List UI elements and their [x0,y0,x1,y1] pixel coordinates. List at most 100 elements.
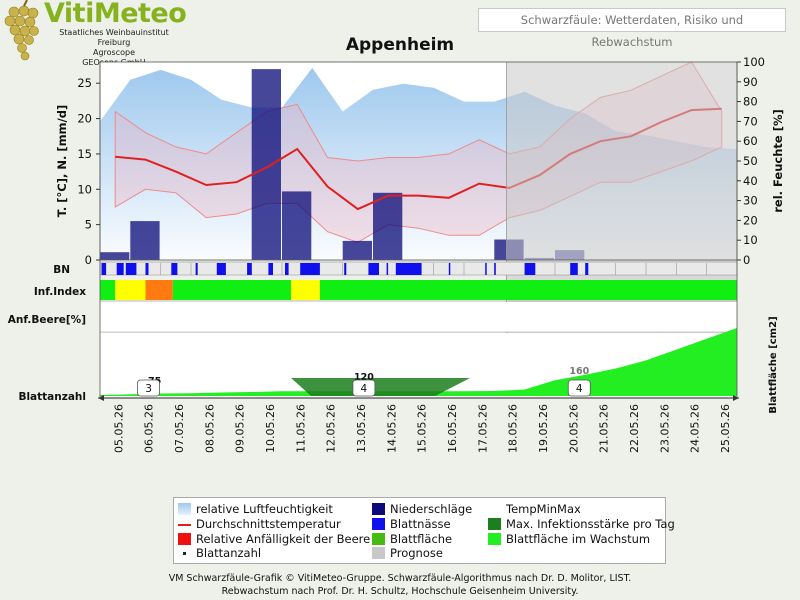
chart-subtitle: Schwarzfäule: Wetterdaten, Risiko und Re… [478,8,786,49]
y2-tick-label: 90 [743,75,758,89]
y2-tick-label: 80 [743,95,758,109]
leafwet-segment [485,263,487,275]
berry-row-background [100,302,737,332]
legend-dot-swatch [183,552,186,555]
date-tick-label: 07.05.26 [173,404,186,453]
date-tick-label: 16.05.26 [446,404,459,453]
legend-label: Blattnässe [390,517,451,531]
y-tick-label: 0 [85,253,92,267]
date-tick-label: 13.05.26 [355,404,368,453]
arrow-left-icon [98,395,104,401]
leaf-count-value: 3 [145,383,152,395]
rain-bar [282,191,312,260]
legend-label: Niederschläge [390,502,473,516]
leafwet-segment [125,263,137,275]
infection-segment [319,280,737,300]
leaf-count-value: 4 [361,383,368,395]
leaf-area-growth-area [100,328,737,396]
legend-swatch [372,533,385,545]
logo-title: VitiMeteo [44,0,187,29]
legend-swatch [488,533,501,545]
infection-label: Inf.Index [34,286,86,298]
leaf-area-axis-label: Blattfläche [cm2] [768,316,779,413]
legend-label: relative Luftfeuchtigkeit [196,502,333,516]
infection-segment [100,280,116,300]
grape-icon [4,0,39,61]
logo-line-2: Agroscope [92,48,136,57]
leafwet-segment [386,263,389,275]
date-tick-label: 10.05.26 [264,404,277,453]
axes: 0 5 10 15 20 25 0 10 20 30 40 50 60 70 80 90 100 T. [°C],… [8,55,785,453]
infection-segment [145,280,173,300]
legend-empty-swatch [488,503,501,515]
leaf-count-box [567,379,591,397]
legend-label: Blattfläche [390,532,453,546]
infection-segment [291,280,320,300]
legend-swatch [178,503,191,515]
leaf-area-value: 160 [569,366,589,377]
rain-bar [100,252,130,260]
leaf-area-value: 120 [354,372,374,383]
y2-tick-label: 100 [743,55,765,69]
legend-label: Blattanzahl [196,546,262,560]
footer-line-1: VM Schwarzfäule-Grafik © VitiMeteo-Grupp… [168,573,632,584]
infection-segment [115,280,146,300]
y2-tick-label: 70 [743,114,758,128]
date-tick-label: 20.05.26 [567,404,580,453]
rain-bar [342,240,372,260]
date-tick-label: 18.05.26 [507,404,520,453]
y2-tick-label: 60 [743,134,758,148]
legend-label: TempMinMax [506,502,581,516]
date-tick-label: 08.05.26 [203,404,216,453]
date-tick-label: 05.05.26 [112,404,125,453]
leafwet-segment [570,263,578,275]
y2-tick-label: 40 [743,174,758,188]
legend-swatch [372,518,385,530]
leafwet-segment [101,263,107,275]
date-tick-label: 24.05.26 [689,404,702,453]
legend-swatch [178,533,191,545]
leaf-infection-area [291,378,471,396]
legend: relative Luftfeuchtigkeit Niederschläge Te… [173,497,675,564]
leafwet-label: BN [53,264,70,276]
y2-tick-label: 20 [743,213,758,227]
y-tick-label: 15 [77,147,92,161]
leafwet-segment [285,263,289,275]
logo-line-1: Staatliches Weinbauinstitut Freiburg [59,28,169,47]
y2-tick-label: 50 [743,154,758,168]
legend-label: Prognose [390,546,443,560]
footer: VM Schwarzfäule-Grafik © VitiMeteo-Grupp… [0,572,800,598]
date-tick-label: 22.05.26 [628,404,641,453]
leafwet-segment [195,263,198,275]
y2-tick-label: 30 [743,194,758,208]
leafwet-segment [368,263,379,275]
growth-panel: 75120160344 [98,328,739,401]
leaf-count-box [137,379,160,397]
leafwet-segment [268,263,273,275]
date-tick-label: 15.05.26 [416,404,429,453]
legend-label: Max. Infektionsstärke pro Tag [506,517,675,531]
y-tick-label: 5 [85,218,92,232]
berry-label: Anf.Beere[%] [8,314,86,326]
legend-line-swatch [178,524,191,526]
leafwet-segment [171,263,178,275]
date-tick-label: 21.05.26 [598,404,611,453]
leafwet-segment [395,263,422,275]
date-tick-label: 11.05.26 [294,404,307,453]
chart-title: Appenheim [345,35,455,55]
y-tick-label: 25 [77,76,92,90]
date-tick-label: 12.05.26 [325,404,338,453]
rain-bar [373,192,403,260]
leafwet-segment [494,263,496,275]
rain-bar [130,221,160,260]
y2-axis-label: rel. Feuchte [%] [771,109,785,213]
leafwet-segment [585,263,589,275]
date-tick-label: 17.05.26 [476,404,489,453]
indicator-rows [99,261,738,333]
legend-swatch [372,503,385,515]
date-tick-label: 25.05.26 [719,404,732,453]
y-tick-label: 20 [77,112,92,126]
weather-panel [100,61,737,398]
date-tick-label: 09.05.26 [234,404,247,453]
vitimeteo-logo: VitiMeteo Staatliches Weinbauinstitut Fr… [0,0,190,67]
